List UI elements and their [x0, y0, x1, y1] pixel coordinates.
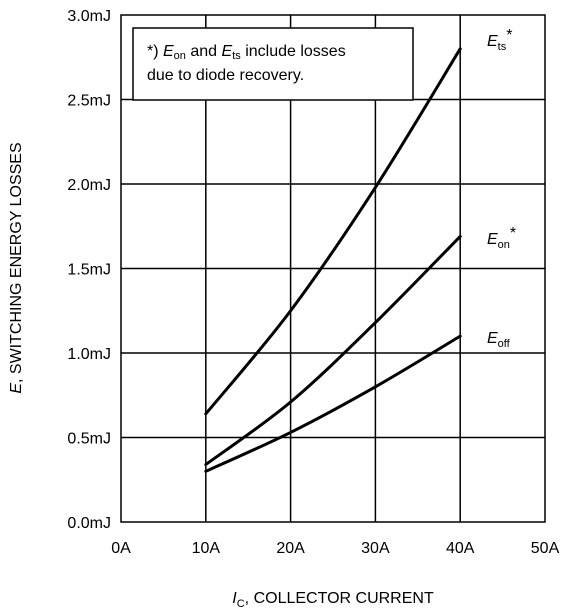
y-tick-label: 2.0mJ [67, 177, 111, 194]
x-tick-label: 30A [361, 540, 390, 557]
series-lines [204, 47, 462, 473]
series-line-0 [204, 47, 462, 416]
footnote-line-2: due to diode recovery. [147, 67, 304, 84]
series-label-ets: Ets* [487, 27, 512, 53]
series-label-eon: Eon* [487, 225, 516, 251]
y-tick-label: 1.0mJ [67, 346, 111, 363]
x-tick-label: 0A [111, 540, 131, 557]
series-line-1 [204, 234, 462, 467]
y-tick-label: 2.5mJ [67, 93, 111, 110]
footnote-box: *) Eon and Ets include losses due to dio… [132, 27, 414, 101]
y-axis-ticks: 0.0mJ 0.5mJ 1.0mJ 1.5mJ 2.0mJ 2.5mJ 3.0mJ [67, 8, 111, 532]
y-tick-label: 0.0mJ [67, 515, 111, 532]
x-axis-title: IC, COLLECTOR CURRENT [232, 590, 434, 610]
y-axis-title: E, SWITCHING ENERGY LOSSES [8, 142, 25, 393]
footnote-line-1: *) Eon and Ets include losses [147, 43, 346, 62]
footnote-frame [132, 27, 414, 101]
x-tick-label: 40A [446, 540, 475, 557]
series-line-2 [204, 334, 462, 473]
y-tick-label: 1.5mJ [67, 262, 111, 279]
y-tick-label: 3.0mJ [67, 8, 111, 25]
series-label-eoff: Eoff [487, 330, 511, 350]
x-axis-ticks: 0A 10A 20A 30A 40A 50A [111, 540, 559, 557]
x-tick-label: 20A [276, 540, 305, 557]
y-tick-label: 0.5mJ [67, 431, 111, 448]
x-tick-label: 50A [531, 540, 560, 557]
x-tick-label: 10A [192, 540, 221, 557]
